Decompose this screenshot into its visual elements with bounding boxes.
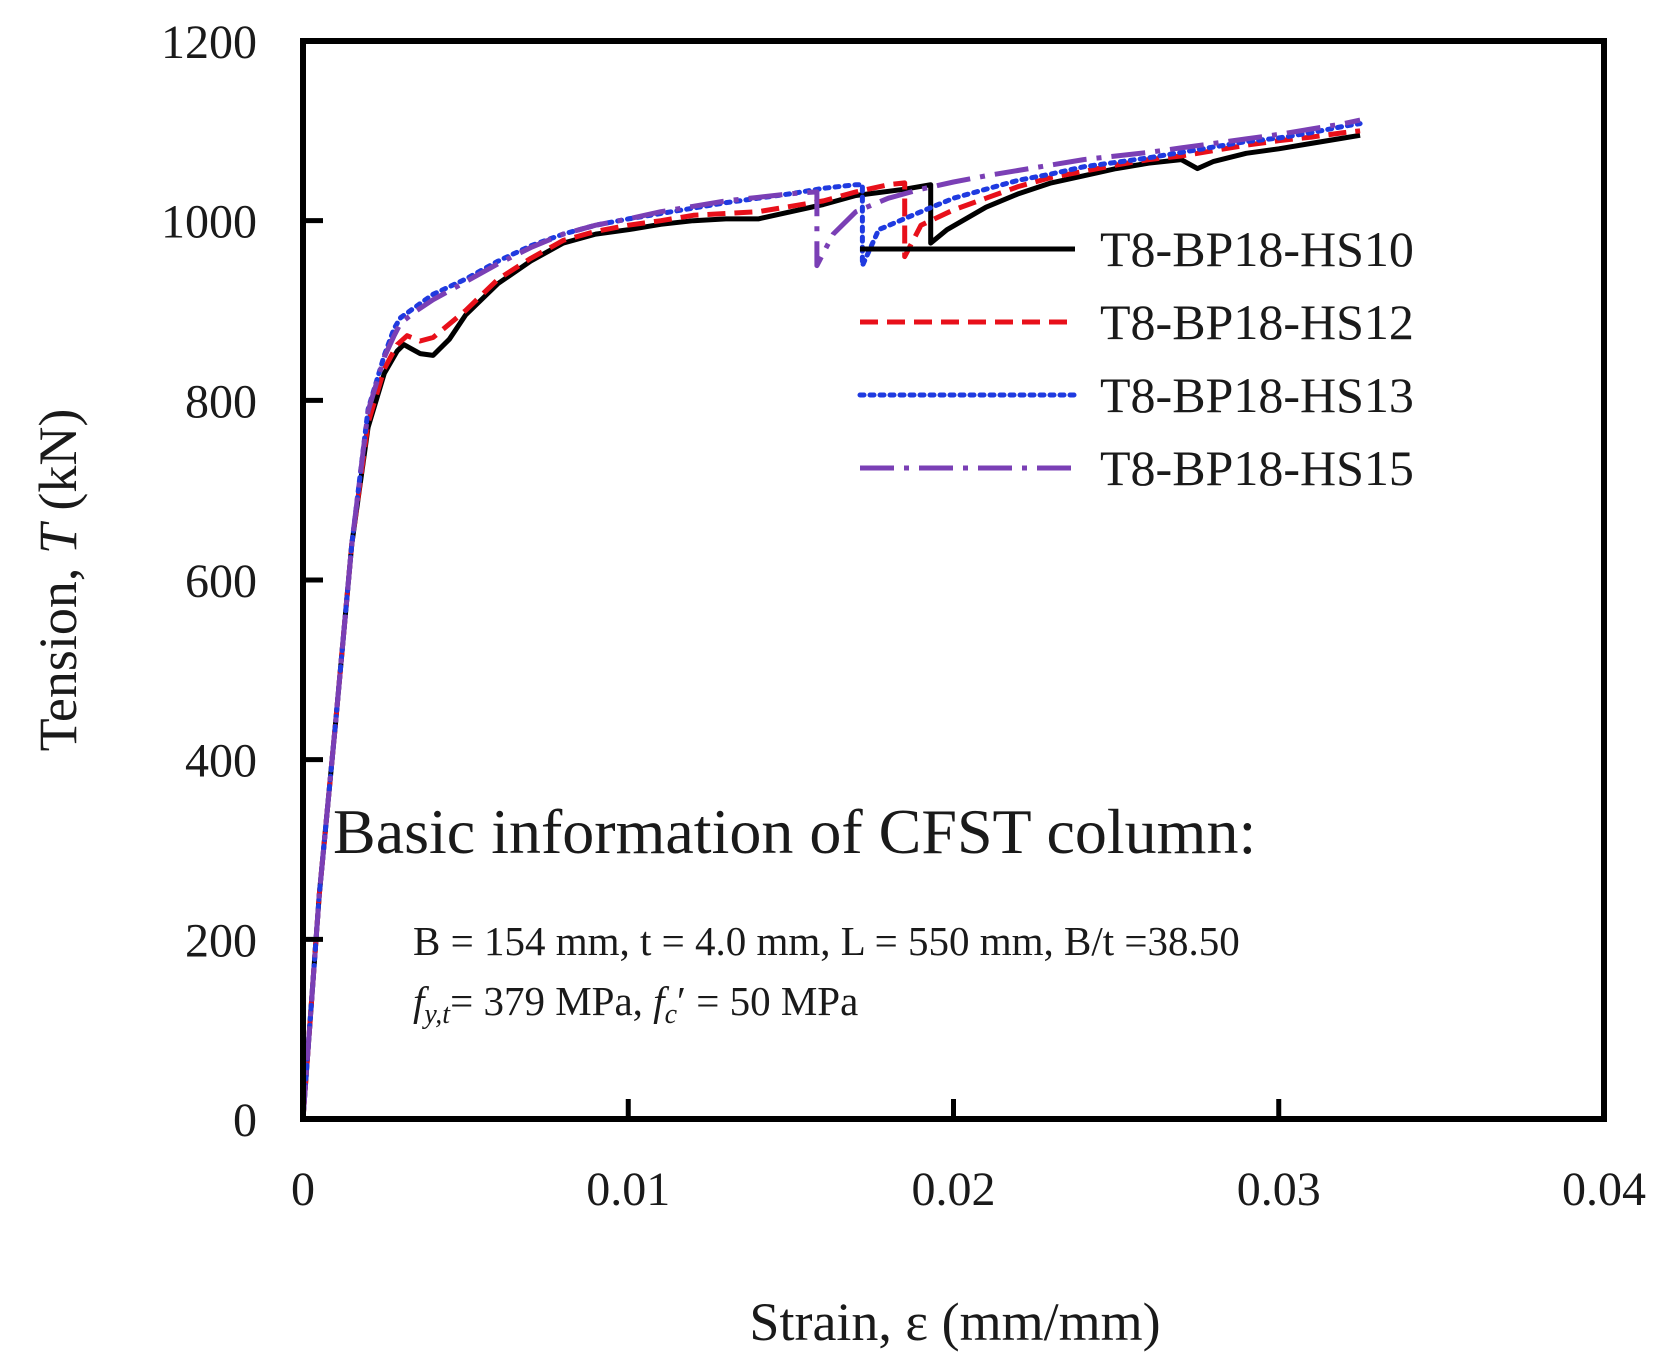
info-annotation: Basic information of CFST column: B = 15…: [333, 796, 1256, 1030]
fc-value: = 50 MPa: [686, 978, 858, 1024]
info-strengths: fy,t= 379 MPa, fc′ = 50 MPa: [413, 978, 858, 1030]
y-tick-label: 800: [185, 375, 257, 428]
info-dimensions: B = 154 mm, t = 4.0 mm, L = 550 mm, B/t …: [413, 918, 1240, 964]
legend-label-4: T8-BP18-HS15: [1100, 440, 1414, 496]
series-line-1: [300, 132, 1361, 1120]
series-line-3: [300, 121, 1363, 1122]
y-tick-label: 200: [185, 914, 257, 967]
y-tick-label: 1000: [161, 196, 257, 249]
series-layer: [300, 117, 1363, 1122]
fy-subscript: y,t: [421, 999, 451, 1030]
legend-label-2: T8-BP18-HS12: [1100, 294, 1414, 350]
y-tick-label: 600: [185, 555, 257, 608]
fc-subscript: c: [665, 999, 678, 1030]
x-tick-label: 0.03: [1237, 1163, 1321, 1216]
y-axis-title-prefix: Tension,: [28, 554, 88, 751]
x-tick-label: 0.04: [1562, 1163, 1646, 1216]
series-line-4: [300, 117, 1361, 1120]
y-axis-title: Tension, T (kN): [28, 409, 88, 752]
tick-layer: [303, 218, 1282, 1119]
x-tick-label: 0.01: [586, 1163, 670, 1216]
y-tick-label: 0: [233, 1094, 257, 1147]
x-tick-label: 0: [291, 1163, 315, 1216]
x-axis-title: Strain, ε (mm/mm): [749, 1292, 1160, 1352]
y-axis-title-var: T: [28, 520, 88, 554]
x-tick-label: 0.02: [912, 1163, 996, 1216]
fy-value: = 379 MPa,: [450, 978, 653, 1024]
y-axis-title-suffix: (kN): [28, 409, 88, 524]
y-tick-label: 400: [185, 735, 257, 788]
legend-label-3: T8-BP18-HS13: [1100, 367, 1414, 423]
y-tick-label: 1200: [161, 16, 257, 69]
series-line-2: [300, 128, 1361, 1120]
info-title: Basic information of CFST column:: [333, 796, 1256, 867]
legend: T8-BP18-HS10 T8-BP18-HS12 T8-BP18-HS13 T8-B…: [857, 221, 1414, 496]
legend-label-1: T8-BP18-HS10: [1100, 221, 1414, 277]
tick-label-layer: 0 0.01 0.02 0.03 0.04 0 200 400 600 800 1000 1200: [161, 16, 1646, 1216]
fc-prime: ′: [677, 978, 686, 1024]
